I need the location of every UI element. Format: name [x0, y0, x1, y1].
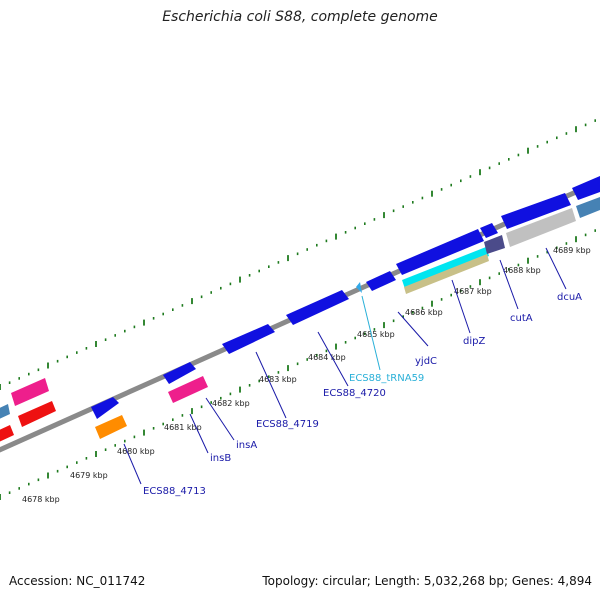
genome-summary-text: Topology: circular; Length: 5,032,268 bp…	[262, 574, 592, 588]
gene-arrow-ecs88-4720[interactable]	[286, 290, 349, 325]
feature-blocks	[0, 176, 600, 442]
scale-tick-label: 4689 kbp	[553, 246, 591, 255]
accession-text: Accession: NC_011742	[9, 574, 146, 588]
gene-arrow-cuta[interactable]	[480, 223, 498, 238]
scale-tick-label: 4680 kbp	[117, 447, 155, 456]
feature-pink-left[interactable]	[11, 378, 49, 406]
scale-tick-label: 4678 kbp	[22, 495, 60, 504]
gene-arrow-dipz[interactable]	[396, 229, 484, 275]
scale-tick-label: 4679 kbp	[70, 471, 108, 480]
feature-blue-right[interactable]	[572, 176, 600, 200]
feature-khaki-dipz[interactable]	[404, 254, 489, 294]
gene-label-leaders	[123, 247, 567, 485]
scale-tick-label: 4685 kbp	[357, 330, 395, 339]
gene-arrow-yjdc[interactable]	[366, 271, 396, 291]
scale-tick-label: 4683 kbp	[259, 375, 297, 384]
gene-arrow-ecs88-4713[interactable]	[91, 397, 119, 419]
gene-label-insb[interactable]: insB	[210, 453, 231, 464]
map-title: Escherichia coli S88, complete genome	[162, 9, 438, 25]
scale-tick-label: 4686 kbp	[405, 308, 443, 317]
feature-red-far-left[interactable]	[0, 425, 14, 442]
feature-trna59[interactable]	[356, 282, 362, 293]
scale-tick-label: 4682 kbp	[212, 399, 250, 408]
gene-label-yjdc[interactable]: yjdC	[415, 356, 437, 367]
gene-label-ecs88-4713[interactable]: ECS88_4713	[143, 486, 206, 497]
outer-scale-dots	[0, 119, 597, 390]
gene-label-dipz[interactable]: dipZ	[463, 336, 485, 347]
feature-gray-dcua[interactable]	[506, 208, 576, 247]
feature-red-left[interactable]	[18, 401, 56, 427]
gene-label-ecs88-trna59[interactable]: ECS88_tRNA59	[349, 373, 424, 384]
feature-navy-cuta[interactable]	[484, 235, 505, 254]
scale-tick-label: 4688 kbp	[503, 266, 541, 275]
scale-tick-label: 4681 kbp	[164, 423, 202, 432]
gene-label-dcua[interactable]: dcuA	[557, 292, 582, 303]
gene-arrow-ecs88-4719[interactable]	[222, 324, 275, 354]
gene-label-insa[interactable]: insA	[236, 440, 257, 451]
scale-tick-labels: 4678 kbp 4679 kbp 4680 kbp 4681 kbp 4682…	[22, 246, 591, 504]
gene-labels: ECS88_4713 insB insA ECS88_4719 ECS88_47…	[143, 292, 582, 497]
gene-label-ecs88-4720[interactable]: ECS88_4720	[323, 388, 386, 399]
gene-label-ecs88-4719[interactable]: ECS88_4719	[256, 419, 319, 430]
feature-orange[interactable]	[95, 415, 127, 439]
gene-arrow-insb[interactable]	[163, 362, 196, 384]
feature-pink-insa[interactable]	[168, 376, 208, 403]
scale-tick-label: 4684 kbp	[308, 353, 346, 362]
scale-tick-label: 4687 kbp	[454, 287, 492, 296]
gene-label-cuta[interactable]: cutA	[510, 313, 533, 324]
feature-cyan-dipz[interactable]	[402, 247, 489, 289]
gene-arrow-dcua[interactable]	[501, 193, 571, 229]
feature-steelblue-left[interactable]	[0, 404, 10, 420]
feature-steelblue-right[interactable]	[576, 197, 600, 218]
inner-scale-dots	[0, 229, 597, 500]
